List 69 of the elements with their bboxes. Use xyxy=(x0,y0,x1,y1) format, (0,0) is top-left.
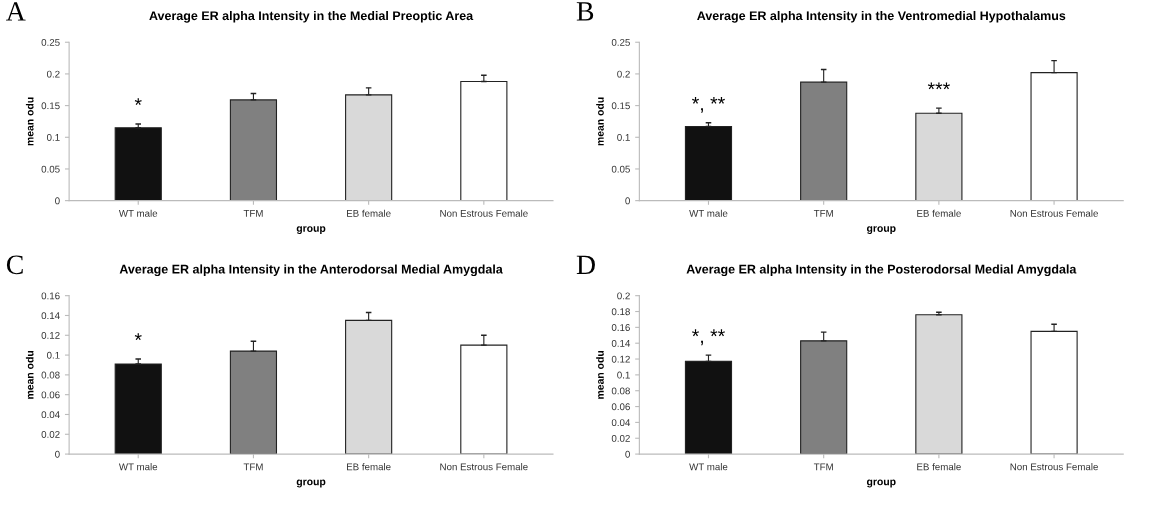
x-tick-label: TFM xyxy=(243,210,263,217)
y-tick-label: 0.02 xyxy=(611,434,630,442)
y-tick-label: 0.1 xyxy=(617,371,630,379)
y-tick-label: 0.12 xyxy=(41,332,60,339)
y-tick-label: 0.08 xyxy=(41,371,60,379)
y-tick-label: 0.2 xyxy=(617,292,630,300)
x-axis-title: group xyxy=(296,226,326,234)
x-tick-label: TFM xyxy=(813,463,833,471)
x-tick-label: WT male xyxy=(689,463,728,471)
x-tick-label: WT male xyxy=(118,463,158,471)
text: D xyxy=(576,255,595,274)
y-tick-label: 0.06 xyxy=(41,391,60,399)
y-tick-label: 0.1 xyxy=(46,351,60,359)
annotation: * xyxy=(134,333,142,341)
x-tick-label: Non Estrous Female xyxy=(1010,209,1098,217)
y-tick-label: 0.04 xyxy=(41,411,60,419)
y-tick-label: 0.14 xyxy=(41,312,60,320)
x-tick-label: WT male xyxy=(689,209,728,217)
chart-title: Average ER alpha Intensity in the Ventromedial Hypothalamus xyxy=(697,10,1066,23)
x-axis-title: group xyxy=(866,226,896,234)
y-tick-label: 0.15 xyxy=(41,102,60,110)
text: B xyxy=(576,2,594,21)
x-axis-title: group xyxy=(296,479,326,488)
y-axis-title: mean odu xyxy=(596,350,604,399)
y-tick-label: 0.04 xyxy=(611,419,631,427)
x-tick-label: Non Estrous Female xyxy=(1010,463,1098,471)
x-tick-label: EB female xyxy=(347,209,391,217)
y-tick-label: 0.05 xyxy=(611,165,630,173)
y-tick-label: 0 xyxy=(55,197,60,205)
y-tick-label: 0.16 xyxy=(41,292,60,300)
y-tick-label: 0.14 xyxy=(611,339,631,347)
y-axis-title: mean odu xyxy=(25,350,34,399)
y-tick-label: 0 xyxy=(625,197,630,205)
x-tick-label: EB female xyxy=(347,463,391,471)
y-tick-label: 0 xyxy=(625,450,630,458)
x-axis-title: group xyxy=(866,479,896,488)
x-tick-label: EB female xyxy=(917,463,961,471)
y-tick-label: 0.15 xyxy=(611,102,630,110)
y-tick-label: 0 xyxy=(55,450,60,458)
y-tick-label: 0.05 xyxy=(41,165,60,173)
text: A xyxy=(6,2,26,21)
y-tick-label: 0.2 xyxy=(617,70,630,78)
chart-title: Average ER alpha Intensity in the Medial Preoptic Area xyxy=(149,10,474,23)
x-tick-label: Non Estrous Female xyxy=(440,209,528,217)
y-tick-label: 0.18 xyxy=(611,308,630,316)
annotation: * xyxy=(134,98,142,106)
y-tick-label: 0.12 xyxy=(611,355,630,363)
x-tick-label: TFM xyxy=(243,463,263,471)
y-tick-label: 0.16 xyxy=(611,324,630,331)
y-axis-title: mean odu xyxy=(25,97,34,146)
y-tick-label: 0.25 xyxy=(611,38,630,46)
y-tick-label: 0.2 xyxy=(46,70,60,78)
text: C xyxy=(6,255,23,275)
annotation: *, ** xyxy=(692,329,725,346)
annotation: *, ** xyxy=(692,96,725,113)
y-tick-label: 0.1 xyxy=(46,134,60,141)
annotation: *** xyxy=(927,82,950,90)
x-tick-label: TFM xyxy=(813,210,833,217)
y-tick-label: 0.02 xyxy=(41,431,60,438)
y-tick-label: 0.25 xyxy=(41,38,60,46)
x-tick-label: WT male xyxy=(118,209,158,217)
chart-title: Average ER alpha Intensity in the Posterodorsal Medial Amygdala xyxy=(686,264,1077,277)
x-tick-label: EB female xyxy=(917,209,961,217)
y-tick-label: 0.1 xyxy=(617,134,630,141)
x-tick-label: Non Estrous Female xyxy=(440,463,528,471)
y-tick-label: 0.06 xyxy=(611,403,630,411)
y-tick-label: 0.08 xyxy=(611,387,630,395)
chart-title: Average ER alpha Intensity in the Anterodorsal Medial Amygdala xyxy=(119,264,503,277)
y-axis-title: mean odu xyxy=(596,97,604,146)
